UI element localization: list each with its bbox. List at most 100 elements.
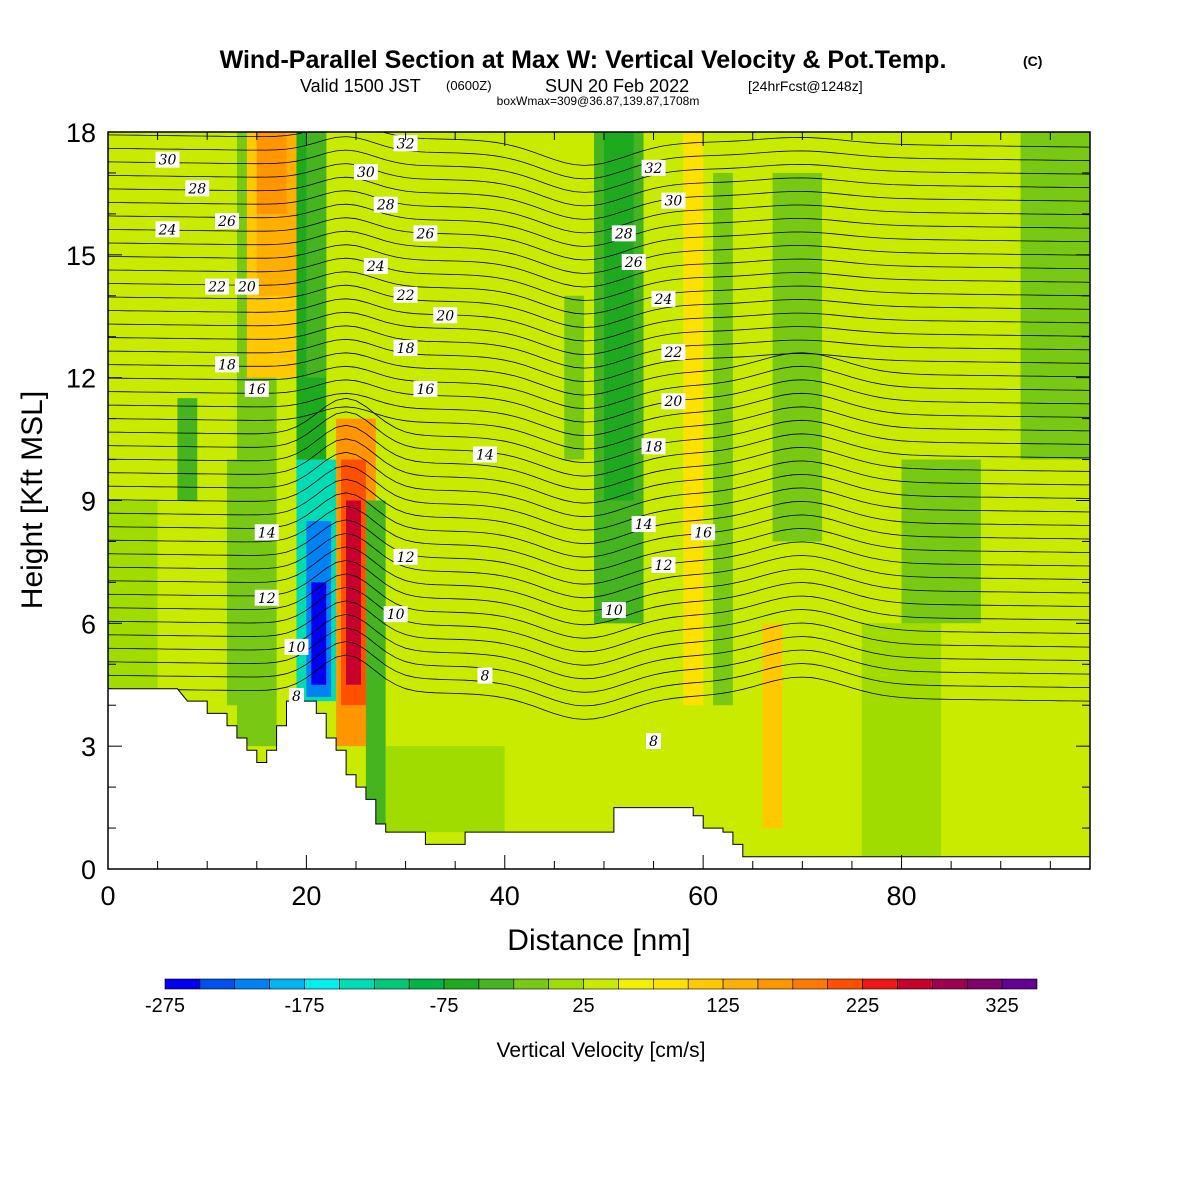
contour-label-21: 14 (472, 446, 497, 463)
contour-label-bg (254, 524, 279, 541)
contour-label-bg (661, 192, 686, 209)
contour-label-text: 20 (435, 308, 454, 324)
y-tick-label: 18 (66, 118, 96, 148)
theta-contour-39 (108, 149, 1090, 193)
x-tick-label: 60 (688, 881, 718, 911)
contour-label-text: 18 (218, 357, 236, 373)
contour-label-8: 14 (254, 524, 279, 541)
contour-label-16: 24 (363, 258, 388, 275)
contour-label-6: 18 (215, 356, 240, 373)
theta-contour-27 (108, 311, 1090, 356)
contour-label-bg (155, 151, 180, 168)
colorbar-swatch-17 (757, 978, 794, 990)
theta-contour-34 (108, 217, 1090, 261)
contour-label-text: 32 (645, 161, 663, 177)
contour-label-bg (631, 516, 656, 533)
theta-contour-22 (108, 379, 1090, 423)
y-tick-label: 6 (81, 609, 96, 639)
contour-label-text: 10 (387, 607, 405, 623)
theta-contour-19 (108, 397, 1090, 464)
x-tick-label: 40 (490, 881, 520, 911)
contour-label-text: 22 (396, 288, 415, 304)
colorbar-swatch-0 (164, 978, 201, 990)
contour-label-10: 10 (284, 638, 309, 656)
x-axis-label: Distance [nm] (507, 924, 690, 957)
y-tick-label: 0 (81, 855, 96, 885)
contour-label-bg (215, 356, 240, 373)
contour-label-1: 28 (185, 180, 210, 197)
contour-label-32: 18 (641, 438, 666, 455)
colorbar-swatch-24 (1001, 978, 1038, 990)
colorbar-swatch-9 (478, 978, 515, 990)
contour-label-text: 12 (258, 591, 276, 607)
contour-label-17: 22 (393, 286, 418, 304)
contour-label-bg (363, 258, 388, 275)
theta-contour-17 (108, 424, 1090, 491)
colorbar-swatch-21 (897, 978, 933, 990)
contour-label-text: 20 (663, 394, 682, 410)
terrain-mask (108, 688, 1090, 869)
contour-label-35: 12 (651, 557, 676, 574)
contour-label-bg (601, 602, 626, 619)
velocity-cell-30 (901, 459, 981, 624)
colorbar-swatch-7 (408, 978, 445, 990)
contour-label-37: 8 (646, 733, 662, 750)
contour-label-bg (393, 340, 418, 357)
contour-label-bg (621, 254, 646, 271)
contour-label-29: 24 (651, 290, 676, 308)
theta-contour-35 (108, 203, 1090, 247)
contour-label-19: 18 (393, 340, 418, 357)
colorbar-swatch-10 (513, 978, 549, 990)
contour-label-13: 30 (353, 163, 378, 181)
colorbar-tick-label: -75 (430, 995, 459, 1017)
contour-label-bg (477, 667, 493, 684)
colorbar-label: Vertical Velocity [cm/s] (497, 1039, 706, 1062)
theta-contour-0 (108, 654, 1090, 720)
x-tick-label: 20 (291, 881, 321, 911)
colorbar: -275 -175 -75 25 125 225 325 (145, 978, 1038, 1017)
colorbar-swatch-1 (199, 978, 236, 990)
contour-label-text: 28 (376, 198, 395, 214)
colorbar-swatch-13 (618, 978, 654, 990)
contour-label-text: 24 (158, 222, 177, 238)
contour-label-bg (413, 380, 438, 397)
contour-label-2: 24 (155, 221, 180, 238)
colorbar-tick-label: -275 (145, 995, 185, 1017)
contour-label-text: 8 (292, 689, 301, 705)
colorbar-swatch-3 (269, 978, 305, 990)
contour-label-34: 16 (691, 524, 716, 541)
theta-contour-15 (108, 451, 1090, 518)
theta-contour-5 (108, 586, 1090, 653)
contour-label-12: 32 (393, 135, 418, 152)
y-axis-label: Height [Kft MSL] (16, 391, 49, 609)
axes: 0 20 40 60 80 0 3 6 9 12 15 18 (66, 118, 1090, 911)
contour-label-22: 12 (393, 548, 418, 566)
contour-label-bg (155, 221, 180, 238)
title-valid-zulu: (0600Z) (446, 78, 492, 93)
contour-label-text: 20 (237, 280, 256, 296)
contour-label-text: 24 (654, 292, 673, 308)
contour-label-bg (651, 557, 676, 574)
contour-label-bg (393, 286, 418, 303)
velocity-cell-17 (385, 132, 505, 747)
velocity-cell-16 (365, 500, 386, 833)
colorbar-swatch-8 (443, 978, 480, 990)
contour-label-text: 12 (655, 558, 673, 574)
contour-label-bg (185, 180, 210, 197)
theta-contour-16 (108, 438, 1090, 504)
colorbar-tick-label: 225 (846, 995, 879, 1017)
contour-label-23: 10 (383, 606, 408, 623)
plot-region: 30 28 24 26 22 20 18 16 14 12 10 8 32 30 28 26 24 22 20 18 1… (108, 132, 1090, 869)
contour-label-27: 28 (611, 225, 636, 242)
title-valid-date: SUN 20 Feb 2022 (545, 76, 689, 96)
colorbar-swatch-12 (583, 978, 619, 990)
velocity-cell-19 (504, 132, 604, 833)
colorbar-swatch-23 (966, 978, 1003, 990)
theta-contour-20 (108, 406, 1090, 450)
y-tick-label: 15 (66, 241, 96, 271)
velocity-cell-9 (306, 132, 327, 378)
contour-label-text: 8 (649, 734, 658, 750)
theta-contour-28 (108, 298, 1090, 342)
velocity-cell-28 (822, 132, 862, 665)
